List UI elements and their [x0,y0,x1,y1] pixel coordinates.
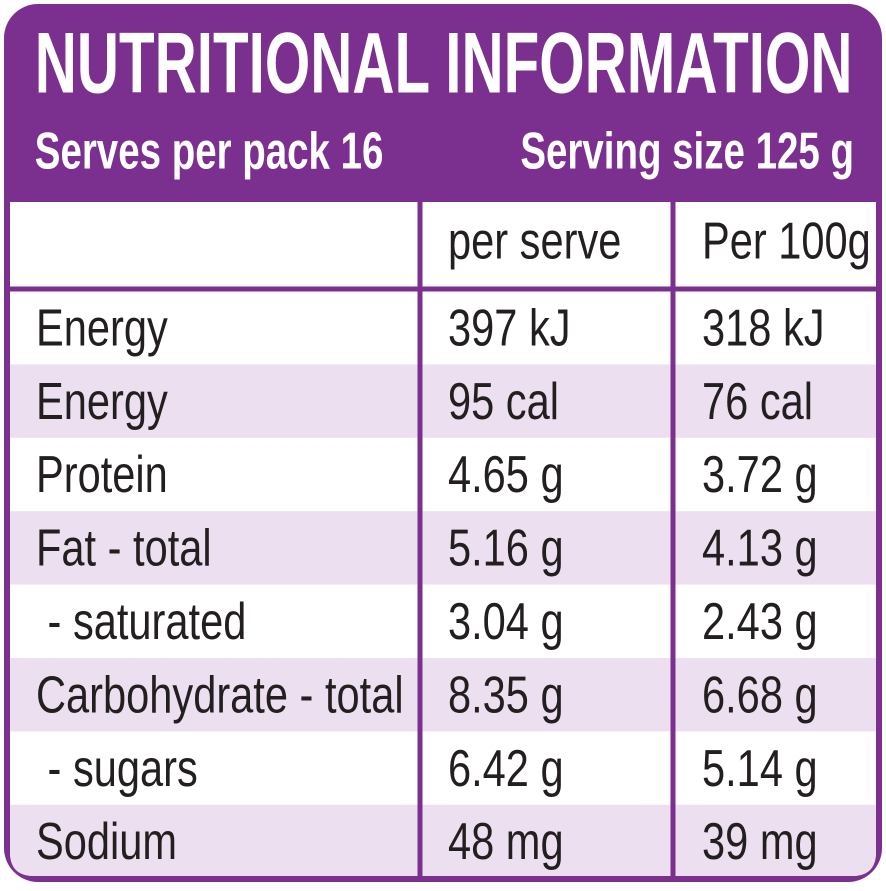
row-stripe [10,804,876,876]
nutrient-value: 4.13 g [702,518,818,577]
table-text: per serve Per 100g Energy 397 kJ 318 kJ Energ… [36,211,871,870]
nutrient-name: - saturated [36,592,246,651]
serving-size: Serving size 125 g [520,122,854,180]
column-header: per serve [448,211,621,270]
row-stripe [10,511,876,585]
nutrient-value: 2.43 g [702,592,818,651]
nutrient-value: 48 mg [448,812,564,871]
nutrient-value: 5.16 g [448,518,564,577]
nutrient-name: Energy [36,371,168,430]
nutrient-value: 5.14 g [702,738,818,797]
nutrient-name: - sugars [36,738,198,797]
nutrient-value: 76 cal [702,371,813,430]
nutrient-value: 6.42 g [448,738,564,797]
nutrient-name: Fat - total [36,518,212,577]
nutrient-value: 3.04 g [448,592,564,651]
title: NUTRITIONAL INFORMATION [35,17,853,112]
nutrient-value: 6.68 g [702,665,818,724]
nutrient-value: 318 kJ [702,298,825,357]
nutrient-name: Energy [36,298,168,357]
nutrient-value: 39 mg [702,812,818,871]
nutrient-name: Sodium [36,812,177,871]
nutrient-value: 3.72 g [702,445,818,504]
column-header: Per 100g [702,211,871,270]
row-stripe [10,364,876,438]
nutrient-value: 8.35 g [448,665,564,724]
nutrient-name: Protein [36,445,168,504]
row-stripe [10,658,876,732]
serves-per-pack: Serves per pack 16 [35,122,384,180]
nutrient-value: 4.65 g [448,445,564,504]
nutrient-value: 95 cal [448,371,559,430]
nutrient-value: 397 kJ [448,298,571,357]
nutrient-name: Carbohydrate - total [36,665,404,724]
